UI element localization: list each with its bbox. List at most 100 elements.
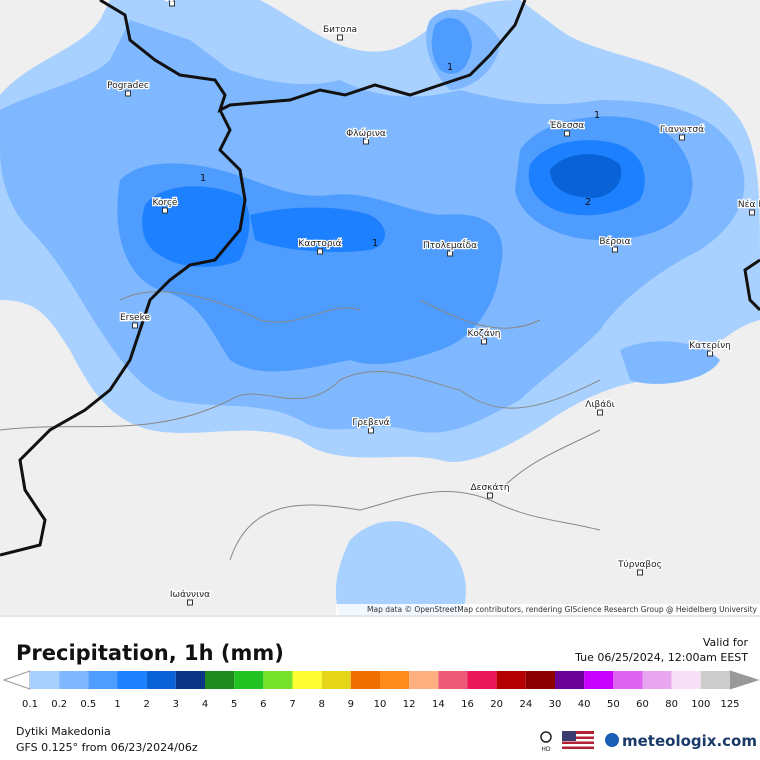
city-marker — [363, 138, 369, 145]
legend-swatch — [438, 671, 468, 689]
attribution: Map data © OpenStreetMap contributors, r… — [367, 605, 758, 614]
city-label: Δεσκάτη — [470, 483, 509, 493]
contour-label: 2 — [585, 197, 591, 208]
legend-swatch — [700, 671, 730, 689]
legend-label: 9 — [348, 699, 354, 710]
legend-label: 0.1 — [22, 699, 38, 710]
valid-for: Valid for — [703, 636, 749, 649]
legend-label: 40 — [578, 699, 591, 710]
contour-label: 1 — [200, 173, 206, 184]
city-marker — [317, 248, 323, 255]
legend-label: 5 — [231, 699, 237, 710]
city-marker — [447, 250, 453, 257]
legend-label: 20 — [490, 699, 503, 710]
legend-swatch — [555, 671, 585, 689]
legend-label: 60 — [636, 699, 649, 710]
city-marker — [487, 492, 493, 499]
city-label: Korçë — [153, 198, 178, 208]
model: GFS 0.125° from 06/23/2024/06z — [16, 741, 198, 754]
map-labels: Shqipëria Битола Pogradec Φλώρινα Έδεσσα Γιαν… — [106, 0, 760, 601]
legend-label: 10 — [374, 699, 387, 710]
city-marker — [132, 322, 138, 329]
city-label: Νέα Μ — [738, 199, 760, 210]
city-label: Erseke — [120, 313, 151, 323]
city-label: Κοζάνη — [468, 329, 501, 339]
legend-label: 8 — [318, 699, 324, 710]
legend-label: 125 — [720, 699, 739, 710]
legend-label: 80 — [665, 699, 678, 710]
city-marker — [162, 207, 168, 214]
city-label: Κατερίνη — [689, 341, 731, 351]
legend-label: 4 — [202, 699, 208, 710]
city-marker — [368, 427, 374, 434]
title: Precipitation, 1h (mm) — [16, 641, 284, 665]
legend-swatch — [496, 671, 526, 689]
legend-swatch — [30, 671, 60, 689]
city-marker — [337, 34, 343, 41]
legend-label: 7 — [289, 699, 295, 710]
legend-arrow-right — [729, 670, 760, 690]
city-label: Τύρναβος — [617, 559, 662, 570]
legend-swatch — [321, 671, 351, 689]
city-label: Битола — [323, 25, 357, 35]
city-label: Γρεβενά — [352, 418, 389, 428]
legend-swatch — [292, 671, 322, 689]
city-label: Καστοριά — [298, 239, 341, 249]
city-label: Φλώρινα — [346, 128, 386, 139]
legend-swatch — [380, 671, 410, 689]
city-marker — [169, 0, 175, 7]
legend-label: 12 — [403, 699, 416, 710]
legend-swatch — [117, 671, 147, 689]
legend-swatch — [88, 671, 118, 689]
city-label: Pogradec — [107, 81, 149, 91]
legend-label: 3 — [173, 699, 179, 710]
legend-swatch — [175, 671, 205, 689]
city-label: Ιωάννινα — [170, 590, 210, 600]
city-marker — [637, 569, 643, 576]
city-marker — [707, 350, 713, 357]
hd: HD — [541, 746, 551, 753]
legend-label: 30 — [549, 699, 562, 710]
city-label: Γιαννιτσά — [660, 125, 704, 135]
city-marker — [564, 130, 570, 137]
legend-swatch — [263, 671, 293, 689]
legend-label: 2 — [143, 699, 149, 710]
legend-swatch — [409, 671, 439, 689]
legend-swatch — [350, 671, 380, 689]
legend-swatch — [671, 671, 701, 689]
city-marker — [187, 599, 193, 606]
city-markers — [125, 0, 755, 606]
legend-swatch — [642, 671, 672, 689]
city-marker — [612, 246, 618, 253]
city-label: Λιβάδι — [585, 400, 614, 410]
map — [0, 0, 760, 615]
contour-label: 1 — [594, 110, 600, 121]
legend-swatch — [584, 671, 614, 689]
legend-label: 24 — [519, 699, 532, 710]
city-label: Έδεσσα — [549, 121, 584, 131]
legend-swatch — [525, 671, 555, 689]
contour-label: 1 — [372, 238, 378, 249]
legend-swatch — [467, 671, 497, 689]
valid-time: Tue 06/25/2024, 12:00am EEST — [574, 651, 748, 664]
legend-swatch — [613, 671, 643, 689]
legend-label: 16 — [461, 699, 474, 710]
legend-label: 50 — [607, 699, 620, 710]
legend-label: 0.5 — [80, 699, 96, 710]
legend: 0.1 0.2 0.5 1 2 3 4 5 6 7 8 9 10 12 14 16 20 24 30 40 50 60 80… — [2, 670, 760, 710]
us-flag — [562, 731, 594, 749]
legend-swatch — [205, 671, 235, 689]
legend-swatch — [146, 671, 176, 689]
city-label: Πτολεμαΐδα — [423, 239, 477, 251]
city-label: Shqipëria — [151, 0, 194, 1]
city-marker — [679, 134, 685, 141]
city-marker — [125, 90, 131, 97]
legend-arrow-left — [2, 670, 31, 690]
region: Dytiki Makedonia — [16, 725, 111, 738]
legend-label: 6 — [260, 699, 266, 710]
legend-swatch — [234, 671, 264, 689]
city-marker — [749, 209, 755, 216]
contour-label: 1 — [447, 62, 453, 73]
legend-swatch — [59, 671, 89, 689]
